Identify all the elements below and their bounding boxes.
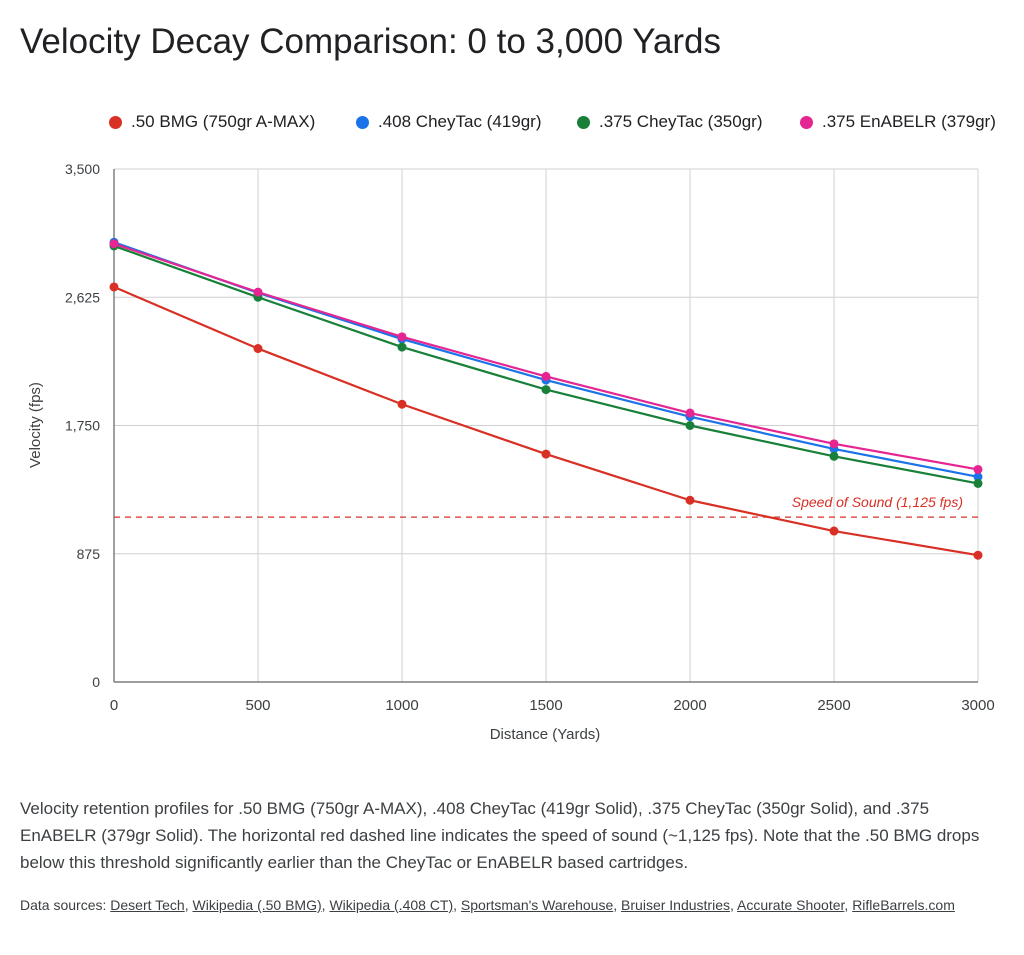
y-tick-label: 1,750 bbox=[65, 418, 100, 434]
speed-of-sound-line: Speed of Sound (1,125 fps) bbox=[114, 494, 978, 518]
x-tick-label: 1000 bbox=[385, 697, 418, 714]
speed-of-sound-label: Speed of Sound (1,125 fps) bbox=[792, 494, 963, 510]
source-link-riflebarrels[interactable]: RifleBarrels.com bbox=[852, 897, 955, 913]
data-point bbox=[397, 399, 407, 409]
line-chart: 0 875 1,750 2,625 3,500 0 500 1000 1500 2000 2500 3… bbox=[27, 161, 995, 743]
legend-label-50bmg: .50 BMG (750gr A-MAX) bbox=[131, 112, 316, 131]
data-point bbox=[109, 282, 119, 292]
y-tick-label: 0 bbox=[92, 674, 100, 690]
legend-item-408ct: .408 CheyTac (419gr) bbox=[356, 112, 541, 132]
x-tick-label: 0 bbox=[110, 697, 118, 714]
data-point bbox=[685, 408, 695, 418]
source-link-accurate-shooter[interactable]: Accurate Shooter bbox=[737, 897, 845, 913]
x-tick-label: 2000 bbox=[673, 697, 706, 714]
y-tick-label: 3,500 bbox=[65, 161, 100, 177]
data-point bbox=[541, 449, 551, 459]
chart-grid bbox=[113, 168, 979, 683]
data-point bbox=[829, 526, 839, 536]
legend-label-375ct: .375 CheyTac (350gr) bbox=[599, 112, 763, 131]
source-link-wikipedia-408ct[interactable]: Wikipedia (.408 CT) bbox=[329, 897, 454, 913]
data-point bbox=[829, 439, 839, 449]
data-point bbox=[973, 472, 983, 482]
y-tick-label: 2,625 bbox=[65, 289, 100, 305]
data-point bbox=[973, 464, 983, 474]
source-link-bruiser-industries[interactable]: Bruiser Industries bbox=[621, 897, 730, 913]
data-point bbox=[109, 239, 119, 249]
legend-swatch-375enabelr bbox=[800, 115, 813, 129]
chart-ticks: 0 875 1,750 2,625 3,500 0 500 1000 1500 2000 2500 3… bbox=[65, 161, 995, 714]
legend-item-375enabelr: .375 EnABELR (379gr) bbox=[800, 112, 996, 132]
legend-item-50bmg: .50 BMG (750gr A-MAX) bbox=[109, 112, 315, 132]
legend-label-408ct: .408 CheyTac (419gr) bbox=[378, 112, 542, 131]
series-0 bbox=[109, 282, 983, 560]
series-3 bbox=[109, 239, 983, 474]
legend-swatch-375ct bbox=[577, 115, 590, 129]
x-tick-label: 1500 bbox=[529, 697, 562, 714]
source-link-wikipedia-50bmg[interactable]: Wikipedia (.50 BMG) bbox=[192, 897, 322, 913]
chart-title: Velocity Decay Comparison: 0 to 3,000 Ya… bbox=[20, 22, 722, 61]
legend-label-375enabelr: .375 EnABELR (379gr) bbox=[822, 112, 996, 131]
source-link-desert-tech[interactable]: Desert Tech bbox=[110, 897, 185, 913]
sources-label: Data sources: bbox=[20, 897, 107, 913]
chart-caption: Velocity retention profiles for .50 BMG … bbox=[20, 799, 980, 872]
x-tick-label: 3000 bbox=[961, 697, 994, 714]
data-point bbox=[397, 332, 407, 342]
x-tick-label: 500 bbox=[245, 697, 270, 714]
legend-swatch-408ct bbox=[356, 115, 369, 129]
y-tick-label: 875 bbox=[77, 546, 101, 562]
data-point bbox=[541, 371, 551, 381]
x-tick-label: 2500 bbox=[817, 697, 850, 714]
legend-item-375ct: .375 CheyTac (350gr) bbox=[577, 112, 762, 132]
data-point bbox=[685, 421, 695, 430]
data-point bbox=[397, 342, 407, 352]
data-point bbox=[685, 495, 695, 505]
source-link-sportsmans-warehouse[interactable]: Sportsman's Warehouse bbox=[460, 897, 614, 913]
y-axis-label: Velocity (fps) bbox=[27, 382, 44, 468]
chart-axes bbox=[113, 169, 978, 683]
chart-legend: .50 BMG (750gr A-MAX) .408 CheyTac (419g… bbox=[0, 112, 1024, 138]
series-2 bbox=[109, 241, 983, 488]
data-point bbox=[973, 550, 983, 560]
x-axis-label: Distance (Yards) bbox=[490, 726, 601, 743]
data-point bbox=[253, 344, 263, 354]
data-point bbox=[541, 385, 551, 395]
chart-series bbox=[109, 237, 983, 560]
data-point bbox=[253, 287, 263, 297]
data-point bbox=[829, 451, 839, 461]
data-sources: Data sources: Desert Tech, Wikipedia (.5… bbox=[20, 897, 955, 913]
data-point bbox=[973, 478, 983, 488]
legend-swatch-50bmg bbox=[109, 115, 122, 129]
